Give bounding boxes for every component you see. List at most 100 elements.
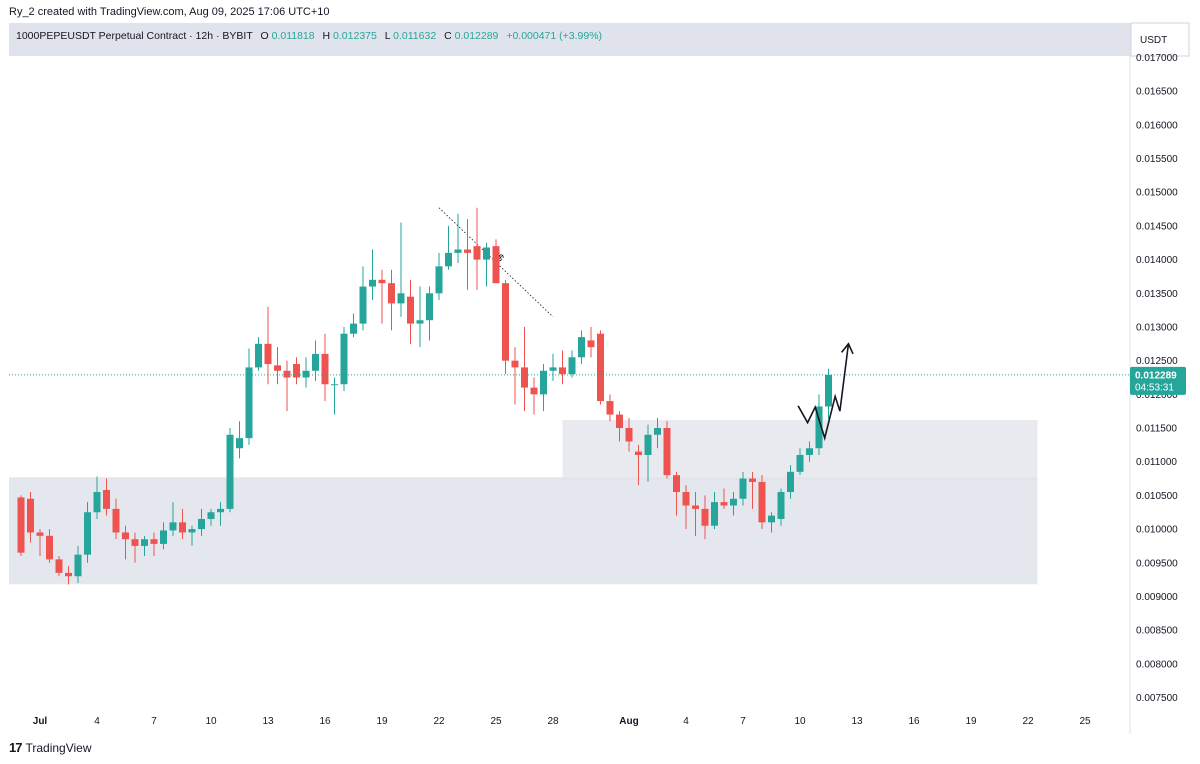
candle[interactable]: [160, 522, 167, 550]
candle[interactable]: [559, 350, 566, 385]
candle[interactable]: [730, 492, 737, 516]
candle[interactable]: [739, 471, 747, 506]
candle[interactable]: [635, 444, 642, 486]
candle[interactable]: [112, 498, 120, 540]
candle[interactable]: [388, 269, 395, 331]
candle[interactable]: [454, 213, 462, 263]
candle[interactable]: [815, 394, 823, 455]
candle[interactable]: [758, 475, 766, 530]
candle[interactable]: [103, 478, 110, 516]
candle[interactable]: [150, 532, 158, 557]
candle[interactable]: [787, 465, 794, 499]
candle[interactable]: [169, 502, 177, 536]
candle[interactable]: [302, 357, 310, 388]
candle[interactable]: [568, 350, 576, 378]
candle[interactable]: [796, 448, 804, 476]
candle[interactable]: [768, 512, 775, 533]
candle[interactable]: [644, 424, 652, 482]
candle[interactable]: [27, 492, 34, 543]
candle[interactable]: [464, 219, 471, 290]
candle[interactable]: [587, 326, 595, 358]
candle[interactable]: [654, 417, 661, 449]
legend-text: 1000PEPEUSDT Perpetual Contract · 12h · …: [16, 30, 602, 42]
price-tick-label: 0.017000: [1136, 53, 1178, 64]
candle[interactable]: [540, 364, 547, 412]
candle[interactable]: [777, 488, 785, 526]
tradingview-logo[interactable]: 17 TradingView: [9, 740, 92, 755]
candle[interactable]: [217, 502, 224, 526]
candle[interactable]: [578, 330, 585, 365]
candle-body: [27, 498, 34, 533]
candle[interactable]: [122, 525, 129, 560]
candle[interactable]: [597, 330, 604, 405]
candle[interactable]: [312, 340, 319, 381]
candle[interactable]: [720, 488, 728, 509]
candle[interactable]: [492, 239, 500, 284]
candle[interactable]: [131, 532, 139, 563]
candle[interactable]: [198, 508, 205, 536]
projection-path[interactable]: [797, 343, 850, 442]
candle[interactable]: [359, 266, 367, 331]
candle[interactable]: [397, 222, 405, 317]
candle[interactable]: [549, 353, 557, 381]
candle[interactable]: [692, 492, 699, 536]
candle[interactable]: [473, 207, 481, 290]
candle[interactable]: [321, 333, 329, 402]
candle-body: [549, 367, 557, 371]
candle[interactable]: [682, 485, 690, 530]
candles-layer[interactable]: [17, 207, 833, 585]
candle[interactable]: [435, 252, 443, 301]
candle[interactable]: [369, 249, 376, 301]
candle[interactable]: [17, 495, 25, 557]
candle[interactable]: [283, 360, 291, 412]
candle-body: [188, 529, 196, 533]
currency-box[interactable]: [1130, 22, 1190, 57]
candle[interactable]: [255, 337, 262, 371]
candle[interactable]: [236, 421, 243, 459]
candle[interactable]: [188, 525, 196, 546]
candle[interactable]: [274, 347, 281, 385]
candle[interactable]: [625, 417, 633, 452]
candle[interactable]: [55, 556, 63, 577]
time-tick-label: 25: [1079, 716, 1091, 727]
candle[interactable]: [340, 326, 348, 391]
candle[interactable]: [701, 495, 709, 540]
candle[interactable]: [93, 476, 101, 519]
candle[interactable]: [711, 492, 718, 530]
candle[interactable]: [616, 411, 623, 442]
candle[interactable]: [350, 313, 357, 338]
candle[interactable]: [331, 377, 338, 415]
candle[interactable]: [445, 225, 452, 270]
candle-body: [749, 478, 756, 482]
candle[interactable]: [502, 279, 509, 375]
candle[interactable]: [141, 535, 148, 557]
candle[interactable]: [245, 348, 253, 445]
candle[interactable]: [226, 428, 234, 513]
candle[interactable]: [663, 421, 671, 479]
candle[interactable]: [483, 242, 490, 287]
candle[interactable]: [606, 394, 614, 422]
candle[interactable]: [416, 286, 424, 348]
candle[interactable]: [46, 529, 53, 563]
candle[interactable]: [179, 508, 186, 540]
candle[interactable]: [521, 326, 528, 412]
candle[interactable]: [426, 286, 433, 341]
candle[interactable]: [74, 545, 82, 583]
candle[interactable]: [749, 471, 756, 509]
candle[interactable]: [207, 508, 215, 526]
candle[interactable]: [264, 306, 272, 385]
candle[interactable]: [530, 377, 538, 415]
candle[interactable]: [65, 566, 72, 585]
candle[interactable]: [511, 347, 519, 405]
candle[interactable]: [293, 357, 300, 385]
candle[interactable]: [378, 269, 386, 324]
candle[interactable]: [84, 502, 91, 563]
price-axis[interactable]: 0.017000 0.016500 0.016000 0.015500 0.015000…: [1136, 53, 1178, 704]
candle[interactable]: [407, 279, 414, 344]
time-axis[interactable]: Jul 4 7 10 13 16 19 22 25 28 Aug 4 7 10 13 16 19 22 25: [33, 716, 1091, 727]
candle[interactable]: [806, 441, 813, 462]
candle[interactable]: [825, 368, 832, 420]
candle[interactable]: [36, 529, 44, 557]
candle[interactable]: [673, 471, 680, 516]
